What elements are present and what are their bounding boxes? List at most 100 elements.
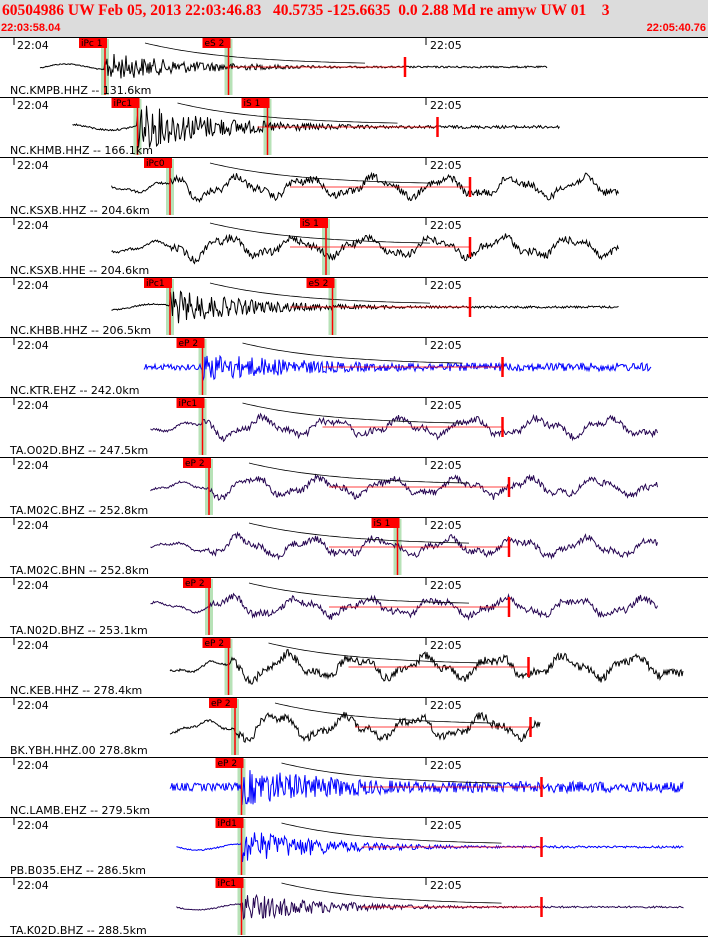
channel-row[interactable]: 22:04 22:05 iPc 1 eS 2 NC.KMPB.HHZ -- 131.6k… <box>0 37 708 97</box>
station-label: TA.O02D.BHZ -- 247.5km <box>9 444 148 457</box>
channel-row[interactable]: 22:04 22:05 eP 2 NC.KEB.HHZ -- 278.4km <box>0 637 708 697</box>
phase-pick-flag[interactable] <box>209 698 237 708</box>
coda-fit-curve <box>209 282 431 304</box>
coda-fit-curve <box>281 822 502 844</box>
phase-pick-flag[interactable] <box>183 458 211 468</box>
phase-pick-flag[interactable] <box>144 158 172 168</box>
phase-pick-flag[interactable] <box>176 338 205 348</box>
station-label: NC.LAMB.EHZ -- 279.5km <box>10 804 150 817</box>
phase-pick-label: eP 2 <box>218 759 238 769</box>
phase-pick-label: iPc1 <box>114 99 133 109</box>
coda-fit-curve <box>248 582 470 604</box>
phase-pick-flag[interactable] <box>202 638 231 648</box>
channel-row[interactable]: 22:04 22:05 eP 2 BK.YBH.HHZ.00 278.8km <box>0 697 708 757</box>
coda-fit-curve <box>268 642 489 664</box>
phase-pick-flag[interactable] <box>215 758 244 768</box>
phase-pick-flag[interactable] <box>215 818 244 828</box>
time-label-2205: 22:05 <box>430 579 462 592</box>
waveform-trace[interactable] <box>111 290 619 324</box>
phase-pick-flag[interactable] <box>144 278 172 288</box>
waveform-trace[interactable] <box>169 711 541 744</box>
time-label-2205: 22:05 <box>430 759 462 772</box>
station-label: NC.KSXB.HHZ -- 204.6km <box>10 204 150 217</box>
station-label: NC.KSXB.HHE -- 204.6km <box>10 264 149 277</box>
window-end-time: 22:05:40.76 <box>646 22 706 34</box>
phase-pick-flag[interactable] <box>371 518 400 528</box>
phase-pick-flag[interactable] <box>176 398 205 408</box>
phase-pick-label: iPc 1 <box>81 39 102 49</box>
channel-row[interactable]: 22:04 22:05 iPc1 TA.K02D.BHZ -- 288.5km <box>0 877 708 937</box>
station-label: TA.K02D.BHZ -- 288.5km <box>9 924 147 937</box>
phase-pick-flag[interactable] <box>241 98 270 108</box>
time-label-2204: 22:04 <box>17 399 49 412</box>
waveform-trace[interactable] <box>176 893 684 921</box>
waveform-trace[interactable] <box>143 354 652 381</box>
time-label-2204: 22:04 <box>17 279 49 292</box>
time-label-2205: 22:05 <box>430 519 462 532</box>
phase-pick-flag[interactable] <box>215 878 244 888</box>
time-label-2205: 22:05 <box>430 279 462 292</box>
phase-pick-flag[interactable] <box>306 278 335 288</box>
coda-fit-curve <box>248 522 470 544</box>
channel-row[interactable]: 22:04 22:05 eP 2 NC.LAMB.EHZ -- 279.5km <box>0 757 708 817</box>
waveform-trace[interactable] <box>150 412 658 443</box>
waveform-trace[interactable] <box>169 770 684 806</box>
event-title: 60504986 UW Feb 05, 2013 22:03:46.83 40.… <box>2 2 610 19</box>
phase-pick-flag[interactable] <box>111 98 140 108</box>
coda-fit-curve <box>281 882 502 904</box>
channel-row[interactable]: 22:04 22:05 iPd1 PB.B035.EHZ -- 286.5km <box>0 817 708 877</box>
phase-pick-flag[interactable] <box>183 578 211 588</box>
station-label: BK.YBH.HHZ.00 278.8km <box>10 744 148 757</box>
coda-fit-curve <box>144 42 366 64</box>
phase-pick-flag[interactable] <box>79 38 107 48</box>
time-label-2205: 22:05 <box>430 39 462 52</box>
coda-fit-curve <box>177 102 398 124</box>
station-label: TA.M02C.BHZ -- 252.8km <box>9 504 148 517</box>
coda-fit-curve <box>242 342 463 364</box>
waveform-trace[interactable] <box>39 53 548 79</box>
station-label: NC.KTR.EHZ -- 242.0km <box>10 384 140 397</box>
waveform-trace[interactable] <box>150 592 658 621</box>
phase-pick-label: iPc1 <box>179 399 198 409</box>
waveform-trace[interactable] <box>150 473 658 501</box>
station-label: TA.M02C.BHN -- 252.8km <box>9 564 149 577</box>
coda-fit-curve <box>248 462 470 484</box>
time-label-2204: 22:04 <box>17 519 49 532</box>
time-label-2205: 22:05 <box>430 219 462 232</box>
coda-fit-curve <box>281 762 502 784</box>
coda-fit-curve <box>209 222 431 244</box>
time-label-2204: 22:04 <box>17 579 49 592</box>
channel-row[interactable]: 22:04 22:05 eP 2 TA.N02D.BHZ -- 253.1km <box>0 577 708 637</box>
coda-fit-curve <box>274 702 496 724</box>
channel-row[interactable]: 22:04 22:05 iPc0 NC.KSXB.HHZ -- 204.6km <box>0 157 708 217</box>
waveform-panel[interactable]: 22:04 22:05 iPc 1 eS 2 NC.KMPB.HHZ -- 131.6k… <box>0 37 708 938</box>
channel-row[interactable]: 22:04 22:05 iS 1 NC.KSXB.HHE -- 204.6km <box>0 217 708 277</box>
event-header: 60504986 UW Feb 05, 2013 22:03:46.83 40.… <box>0 0 708 37</box>
channel-row[interactable]: 22:04 22:05 eP 2 NC.KTR.EHZ -- 242.0km <box>0 337 708 397</box>
phase-pick-label: eP 2 <box>185 579 205 589</box>
phase-pick-flag[interactable] <box>202 38 231 48</box>
time-label-2205: 22:05 <box>430 639 462 652</box>
phase-pick-label: eP 2 <box>179 339 199 349</box>
waveform-trace[interactable] <box>169 649 684 685</box>
coda-fit-curve <box>209 162 431 184</box>
channel-row[interactable]: 22:04 22:05 iS 1 TA.M02C.BHN -- 252.8km <box>0 517 708 577</box>
time-label-2204: 22:04 <box>17 159 49 172</box>
window-start-time: 22:03:58.04 <box>1 22 61 34</box>
time-label-2205: 22:05 <box>430 339 462 352</box>
time-label-2204: 22:04 <box>17 459 49 472</box>
channel-row[interactable]: 22:04 22:05 eP 2 TA.M02C.BHZ -- 252.8km <box>0 457 708 517</box>
channel-row[interactable]: 22:04 22:05 iPc1 TA.O02D.BHZ -- 247.5km <box>0 397 708 457</box>
station-label: NC.KHBB.HHZ -- 206.5km <box>10 324 151 337</box>
phase-pick-flag[interactable] <box>300 218 328 228</box>
waveform-trace[interactable] <box>111 171 619 203</box>
phase-pick-label: iPd1 <box>218 819 237 829</box>
channel-row[interactable]: 22:04 22:05 iPc1 eS 2 NC.KHBB.HHZ -- 206.5km <box>0 277 708 337</box>
station-label: NC.KEB.HHZ -- 278.4km <box>10 684 142 697</box>
waveform-trace[interactable] <box>111 233 619 265</box>
waveform-trace[interactable] <box>150 531 658 561</box>
channel-row[interactable]: 22:04 22:05 iPc1 iS 1 NC.KHMB.HHZ -- 166.1km <box>0 97 708 157</box>
time-label-2205: 22:05 <box>430 879 462 892</box>
phase-pick-label: eP 2 <box>211 699 231 709</box>
time-label-2204: 22:04 <box>17 879 49 892</box>
